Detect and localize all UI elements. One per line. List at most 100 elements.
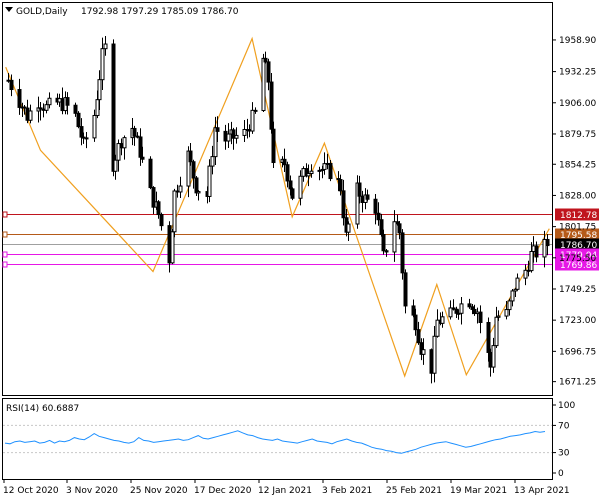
price-tick-label: 1696.75 bbox=[559, 347, 596, 357]
candle-body bbox=[282, 158, 287, 166]
candle-body bbox=[416, 329, 421, 344]
candle-body bbox=[116, 143, 121, 161]
candle-body bbox=[467, 303, 472, 308]
candle-body bbox=[440, 316, 445, 324]
price-tick-label: 1958.90 bbox=[559, 36, 596, 46]
candle-body bbox=[510, 290, 515, 302]
rsi-line bbox=[4, 430, 546, 454]
candle-body bbox=[47, 97, 52, 106]
candle-body bbox=[504, 309, 509, 317]
candle-body bbox=[266, 61, 271, 83]
candle-body bbox=[250, 109, 255, 132]
price-tick-label: 1775.50 bbox=[559, 254, 596, 264]
candle-body bbox=[132, 127, 137, 137]
price-tag-label: 1795.58 bbox=[560, 231, 597, 241]
candle-body bbox=[84, 137, 89, 140]
price-tick-label: 1854.25 bbox=[559, 160, 596, 170]
rsi-layer bbox=[3, 424, 552, 454]
candle-body bbox=[306, 173, 311, 177]
time-tick-label: 3 Nov 2020 bbox=[66, 486, 118, 496]
rsi-tick-label: 70 bbox=[558, 421, 570, 431]
candle-body bbox=[76, 112, 81, 128]
price-tag bbox=[555, 238, 599, 251]
candles-layer bbox=[6, 35, 550, 384]
candle-body bbox=[454, 308, 459, 314]
price-tick-label: 1879.75 bbox=[559, 130, 596, 140]
candle-body bbox=[341, 190, 346, 219]
candle-body bbox=[491, 345, 496, 368]
price-tick-label: 1801.75 bbox=[559, 223, 596, 233]
candle-body bbox=[472, 308, 477, 315]
price-tag-label: 1769.86 bbox=[560, 261, 597, 271]
symbol-label: GOLD,Daily bbox=[16, 7, 68, 17]
price-tick-label: 1828.00 bbox=[559, 191, 596, 201]
candle-body bbox=[226, 133, 231, 142]
candle-body bbox=[392, 221, 397, 253]
candle-body bbox=[413, 314, 418, 331]
candle-body bbox=[234, 134, 239, 139]
candle-body bbox=[451, 307, 456, 310]
rsi-label: RSI(14) 60.6887 bbox=[6, 404, 79, 414]
candle-body bbox=[496, 315, 501, 318]
candle-body bbox=[271, 128, 276, 164]
candle-body bbox=[138, 136, 143, 158]
price-tick-label: 1932.25 bbox=[559, 68, 596, 78]
time-tick-label: 13 Apr 2021 bbox=[514, 486, 570, 496]
candle-body bbox=[298, 175, 303, 199]
candle-body bbox=[376, 212, 381, 221]
candle-body bbox=[379, 219, 384, 236]
candle-body bbox=[92, 114, 97, 139]
candle-body bbox=[435, 319, 440, 337]
price-axis: 1958.90 1932.25 1906.00 1879.75 1854.25 1828.… bbox=[552, 36, 596, 388]
time-tick-label: 25 Nov 2020 bbox=[130, 486, 188, 496]
price-tag bbox=[555, 248, 599, 261]
candle-body bbox=[9, 79, 14, 91]
candle-body bbox=[207, 165, 212, 197]
candle-body bbox=[523, 269, 528, 279]
candle-body bbox=[242, 128, 247, 136]
candle-body bbox=[269, 81, 274, 130]
candle-body bbox=[97, 79, 102, 101]
candle-body bbox=[191, 161, 196, 179]
candle-body bbox=[288, 180, 293, 190]
candle-body bbox=[459, 303, 464, 314]
candle-body bbox=[534, 245, 539, 258]
candle-body bbox=[403, 272, 408, 307]
candle-body bbox=[28, 110, 33, 121]
candle-body bbox=[285, 164, 290, 182]
candle-body bbox=[159, 214, 164, 227]
chart-header: GOLD,Daily 1792.98 1797.29 1785.09 1786.… bbox=[5, 7, 239, 17]
candle-body bbox=[507, 300, 512, 311]
candle-body bbox=[100, 48, 105, 81]
candle-body bbox=[178, 185, 183, 193]
rsi-tick-label: 100 bbox=[558, 401, 575, 411]
candle-body bbox=[210, 156, 215, 167]
candle-body bbox=[111, 43, 116, 172]
price-tick-label: 1723.00 bbox=[559, 316, 596, 326]
candle-body bbox=[213, 127, 218, 158]
level-anchor bbox=[2, 261, 8, 268]
candle-body bbox=[448, 307, 453, 318]
candle-body bbox=[188, 150, 193, 163]
candle-body bbox=[140, 156, 145, 160]
candle-body bbox=[486, 321, 491, 353]
candle-body bbox=[545, 238, 550, 247]
candle-body bbox=[478, 311, 483, 323]
candle-body bbox=[156, 201, 161, 216]
price-tag bbox=[555, 208, 599, 221]
candle-body bbox=[322, 163, 327, 170]
candle-body bbox=[365, 194, 370, 200]
candle-body bbox=[103, 43, 108, 50]
candle-body bbox=[328, 162, 333, 180]
candle-body bbox=[515, 277, 520, 290]
price-panel-frame bbox=[2, 2, 553, 396]
price-tag bbox=[555, 258, 599, 271]
candle-body bbox=[44, 104, 49, 111]
candle-body bbox=[22, 106, 27, 109]
candle-body bbox=[196, 191, 201, 194]
collapse-triangle-icon[interactable] bbox=[5, 7, 13, 12]
time-axis: 12 Oct 2020 3 Nov 2020 25 Nov 2020 17 Dec 2… bbox=[3, 479, 570, 496]
rsi-tick-label: 0 bbox=[558, 469, 564, 479]
